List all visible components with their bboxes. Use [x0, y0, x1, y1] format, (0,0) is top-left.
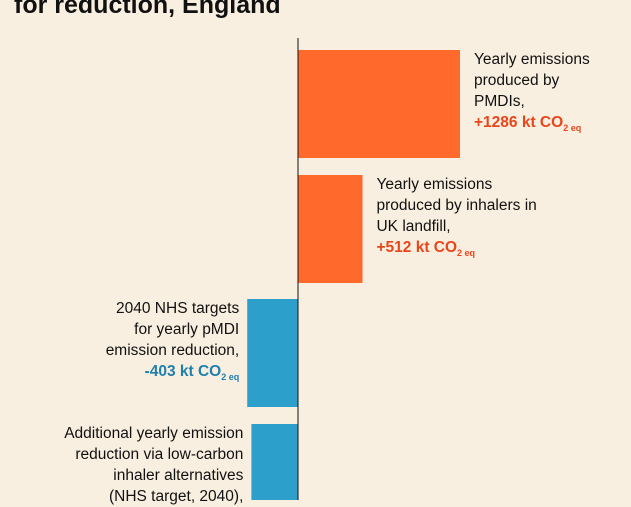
bar-label-line: Additional yearly emission: [64, 425, 244, 442]
bar-label-line: reduction via low-carbon: [75, 446, 244, 463]
bar-label-1: Yearly emissions produced by PMDIs, +1286 k…: [474, 49, 590, 139]
bar-label-line: UK landfill,: [376, 218, 451, 235]
bar-4: [251, 424, 298, 500]
bar-label-line: inhaler alternatives: [113, 467, 244, 484]
bar-label-line: 2040 NHS targets: [116, 300, 240, 317]
bar-label-2: Yearly emissions produced by inhalers in U…: [376, 174, 536, 264]
bar-label-line: emission reduction,: [105, 342, 240, 359]
bar-value-label: -403 kt CO2 eq: [144, 363, 240, 382]
bar-label-line: Yearly emissions: [474, 51, 590, 68]
bar-2: [298, 175, 363, 283]
bar-value-label: +512 kt CO2 eq: [376, 239, 476, 258]
bar-label-4: Additional yearly emission reduction via …: [64, 423, 243, 507]
bar-label-line: produced by inhalers in: [376, 197, 537, 214]
chart-title: for reduction, England: [14, 0, 281, 19]
bar-label-line: produced by: [474, 72, 560, 89]
bar-label-line: (NHS target, 2040),: [108, 488, 244, 505]
bar-label-line: for yearly pMDI: [134, 321, 240, 338]
bar-label-3: 2040 NHS targets for yearly pMDI emission …: [106, 298, 240, 388]
bar-1: [298, 50, 460, 158]
bar-label-line: PMDIs,: [474, 93, 525, 110]
bar-3: [247, 299, 298, 407]
bar-value-label: +1286 kt CO2 eq: [474, 114, 582, 133]
bar-label-line: Yearly emissions: [376, 176, 493, 193]
